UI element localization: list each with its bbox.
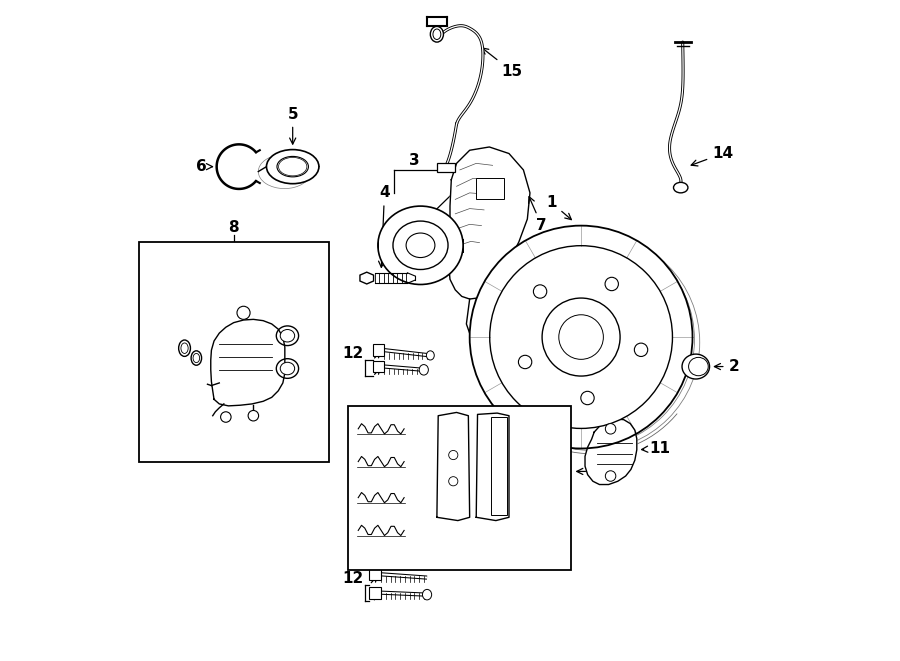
Ellipse shape (266, 149, 319, 184)
Circle shape (606, 471, 616, 481)
Bar (373, 344, 384, 356)
Ellipse shape (276, 326, 299, 346)
Ellipse shape (277, 157, 309, 177)
Circle shape (490, 246, 672, 428)
Circle shape (534, 285, 547, 298)
Text: 6: 6 (195, 159, 212, 174)
Bar (348, 406, 572, 570)
Ellipse shape (280, 330, 294, 342)
Polygon shape (449, 147, 530, 299)
Text: 13: 13 (577, 464, 614, 479)
Bar (139, 242, 328, 461)
Text: 5: 5 (287, 106, 298, 144)
Text: 12: 12 (342, 570, 364, 586)
Circle shape (634, 343, 648, 356)
Text: 3: 3 (409, 153, 419, 168)
Ellipse shape (280, 362, 294, 375)
Text: 4: 4 (379, 185, 390, 267)
Circle shape (605, 278, 618, 291)
Circle shape (449, 450, 458, 459)
Circle shape (237, 306, 250, 319)
Polygon shape (585, 419, 637, 485)
Ellipse shape (181, 343, 188, 354)
Circle shape (542, 298, 620, 376)
Circle shape (606, 424, 616, 434)
Bar (369, 587, 382, 599)
Ellipse shape (419, 365, 428, 375)
Text: 2: 2 (715, 359, 739, 374)
Polygon shape (211, 319, 284, 406)
Ellipse shape (194, 354, 200, 363)
Polygon shape (360, 272, 373, 284)
Polygon shape (436, 412, 470, 521)
Bar (436, 163, 455, 172)
Circle shape (518, 356, 532, 369)
Ellipse shape (406, 233, 435, 258)
Ellipse shape (433, 29, 441, 40)
Text: 7: 7 (528, 197, 547, 233)
Ellipse shape (191, 351, 202, 366)
Ellipse shape (393, 221, 448, 270)
Text: 10: 10 (143, 330, 165, 344)
Ellipse shape (430, 26, 444, 42)
Text: 9: 9 (173, 395, 184, 410)
Ellipse shape (427, 351, 435, 360)
Text: 1: 1 (546, 195, 572, 219)
Ellipse shape (673, 182, 688, 193)
Ellipse shape (688, 358, 708, 375)
Circle shape (470, 225, 692, 448)
Circle shape (559, 315, 603, 360)
Ellipse shape (276, 359, 299, 378)
Text: 15: 15 (482, 48, 523, 79)
Circle shape (220, 412, 231, 422)
Ellipse shape (178, 340, 191, 356)
Text: 12: 12 (342, 346, 364, 361)
Ellipse shape (378, 206, 464, 284)
Circle shape (248, 410, 258, 421)
Text: 8: 8 (229, 220, 239, 235)
Ellipse shape (682, 354, 709, 379)
Polygon shape (476, 413, 509, 521)
Bar (476, 178, 504, 200)
Circle shape (580, 391, 594, 405)
Ellipse shape (422, 590, 432, 600)
Text: 11: 11 (642, 441, 670, 456)
Bar (373, 361, 384, 372)
Ellipse shape (278, 157, 307, 176)
Circle shape (449, 477, 458, 486)
Text: 14: 14 (691, 146, 734, 166)
Polygon shape (466, 299, 496, 344)
Bar (491, 417, 507, 516)
Bar (369, 568, 382, 580)
